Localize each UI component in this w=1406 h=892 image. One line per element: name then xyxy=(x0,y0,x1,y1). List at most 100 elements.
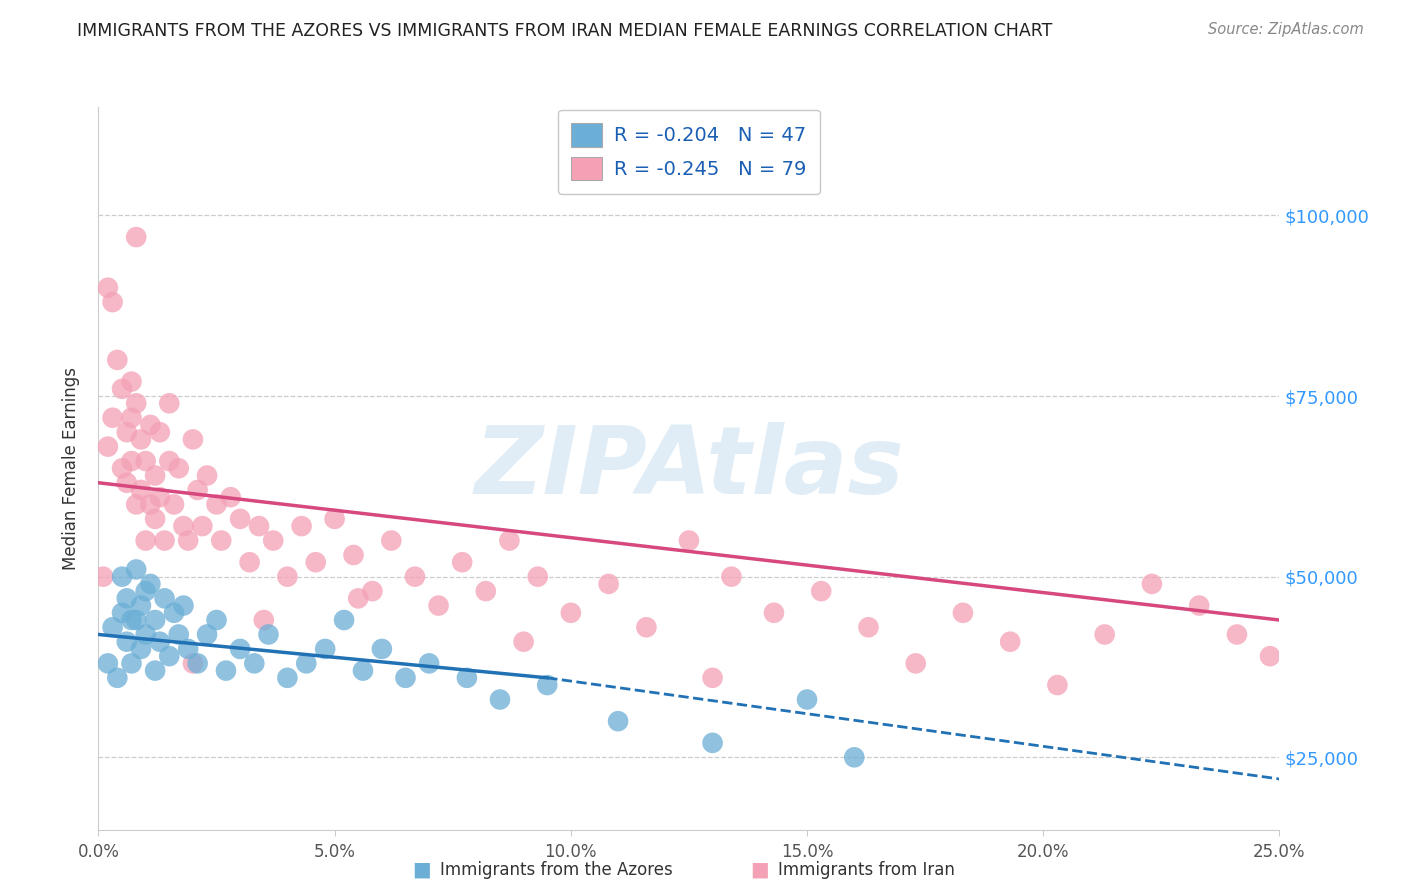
Point xyxy=(702,736,724,750)
Text: Immigrants from Iran: Immigrants from Iran xyxy=(778,861,955,879)
Point xyxy=(276,671,298,685)
Point xyxy=(157,649,180,664)
Point xyxy=(101,620,124,634)
Point xyxy=(139,577,162,591)
Point xyxy=(129,642,152,657)
Legend: R = -0.204   N = 47, R = -0.245   N = 79: R = -0.204 N = 47, R = -0.245 N = 79 xyxy=(558,110,820,194)
Point xyxy=(181,657,204,671)
Point xyxy=(143,613,166,627)
Point xyxy=(111,461,134,475)
Point xyxy=(342,548,364,562)
Point xyxy=(323,512,346,526)
Point xyxy=(97,440,120,454)
Point xyxy=(243,657,266,671)
Point xyxy=(153,533,176,548)
Point xyxy=(115,475,138,490)
Point xyxy=(121,410,143,425)
Text: Immigrants from the Azores: Immigrants from the Azores xyxy=(440,861,673,879)
Point xyxy=(489,692,512,706)
Text: ▪: ▪ xyxy=(749,855,769,884)
Point xyxy=(314,642,336,657)
Text: ▪: ▪ xyxy=(412,855,432,884)
Point xyxy=(191,519,214,533)
Point xyxy=(105,352,128,367)
Point xyxy=(796,692,818,706)
Point xyxy=(498,533,520,548)
Point xyxy=(1094,627,1116,641)
Point xyxy=(149,490,172,504)
Point xyxy=(380,533,402,548)
Point xyxy=(187,483,209,497)
Point xyxy=(121,657,143,671)
Point xyxy=(129,433,152,447)
Point xyxy=(121,454,143,468)
Point xyxy=(167,627,190,641)
Point xyxy=(111,606,134,620)
Point xyxy=(121,375,143,389)
Point xyxy=(404,570,426,584)
Point xyxy=(352,664,374,678)
Point xyxy=(1258,649,1281,664)
Point xyxy=(115,591,138,606)
Point xyxy=(209,533,232,548)
Point xyxy=(215,664,238,678)
Point xyxy=(135,627,157,641)
Point xyxy=(111,570,134,584)
Point xyxy=(526,570,548,584)
Point xyxy=(172,599,194,613)
Point xyxy=(418,657,440,671)
Point xyxy=(290,519,312,533)
Text: IMMIGRANTS FROM THE AZORES VS IMMIGRANTS FROM IRAN MEDIAN FEMALE EARNINGS CORREL: IMMIGRANTS FROM THE AZORES VS IMMIGRANTS… xyxy=(77,22,1053,40)
Point xyxy=(262,533,284,548)
Point xyxy=(219,490,242,504)
Point xyxy=(105,671,128,685)
Point xyxy=(1226,627,1249,641)
Point xyxy=(139,497,162,511)
Point xyxy=(607,714,630,728)
Point xyxy=(702,671,724,685)
Point xyxy=(163,497,186,511)
Point xyxy=(101,295,124,310)
Point xyxy=(135,584,157,599)
Point xyxy=(172,519,194,533)
Point xyxy=(762,606,785,620)
Point xyxy=(1046,678,1069,692)
Point xyxy=(394,671,416,685)
Point xyxy=(347,591,370,606)
Point xyxy=(1188,599,1211,613)
Point xyxy=(858,620,880,634)
Point xyxy=(129,599,152,613)
Point xyxy=(257,627,280,641)
Point xyxy=(177,533,200,548)
Point xyxy=(149,634,172,648)
Point xyxy=(598,577,620,591)
Point xyxy=(239,555,262,569)
Point xyxy=(253,613,276,627)
Text: ZIPAtlas: ZIPAtlas xyxy=(474,422,904,515)
Point xyxy=(125,396,148,410)
Point xyxy=(195,627,218,641)
Point xyxy=(115,634,138,648)
Point xyxy=(195,468,218,483)
Point xyxy=(636,620,658,634)
Point xyxy=(536,678,558,692)
Point xyxy=(475,584,498,599)
Point xyxy=(904,657,927,671)
Point xyxy=(810,584,832,599)
Point xyxy=(125,497,148,511)
Point xyxy=(333,613,356,627)
Point xyxy=(720,570,742,584)
Point xyxy=(143,468,166,483)
Point xyxy=(678,533,700,548)
Point xyxy=(427,599,450,613)
Point xyxy=(187,657,209,671)
Point xyxy=(456,671,478,685)
Point xyxy=(229,512,252,526)
Point xyxy=(101,410,124,425)
Point xyxy=(111,382,134,396)
Point xyxy=(844,750,866,764)
Point xyxy=(1140,577,1163,591)
Point xyxy=(512,634,534,648)
Point xyxy=(305,555,328,569)
Point xyxy=(121,613,143,627)
